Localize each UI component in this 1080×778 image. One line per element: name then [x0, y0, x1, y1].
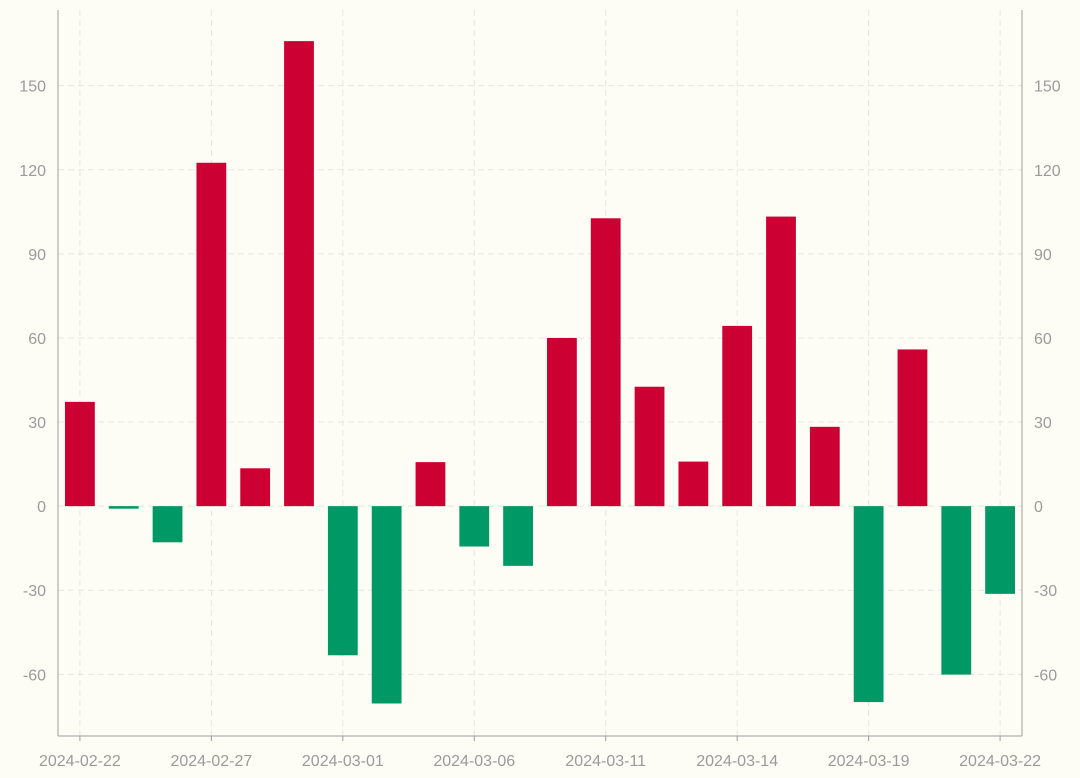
bar [766, 216, 796, 507]
tick-labels: -60 -60 -30 -30 0 0 30 30 60 60 90 90 120 120 150 150 20… [19, 79, 1061, 770]
bar [415, 462, 446, 507]
y-tick-label-left: 90 [28, 247, 46, 264]
bar [108, 506, 139, 509]
y-tick-label-right: -60 [1034, 667, 1057, 684]
bar [503, 506, 533, 566]
bars [65, 41, 1015, 704]
x-tick-label: 2024-03-19 [828, 753, 910, 770]
bar [722, 325, 753, 507]
bar [678, 461, 709, 507]
bar [809, 426, 840, 507]
y-tick-label-left: 120 [19, 163, 46, 180]
y-tick-label-right: -30 [1034, 583, 1057, 600]
bar [634, 386, 665, 507]
x-tick-label: 2024-03-06 [433, 753, 515, 770]
bar [152, 506, 183, 543]
x-tick-label: 2024-02-27 [170, 753, 252, 770]
bar [196, 162, 227, 507]
y-tick-label-right: 60 [1034, 331, 1052, 348]
bar [985, 506, 1015, 594]
x-tick-label: 2024-02-22 [39, 753, 121, 770]
x-tick-label: 2024-03-14 [696, 753, 778, 770]
bar [327, 506, 358, 656]
x-tick-label: 2024-03-11 [565, 753, 646, 770]
y-tick-label-left: 0 [37, 499, 46, 516]
bar [547, 337, 577, 507]
axes [57, 10, 1023, 741]
y-tick-label-right: 150 [1034, 79, 1061, 96]
bar [459, 506, 490, 547]
y-tick-label-right: 0 [1034, 499, 1043, 516]
bar [284, 41, 314, 507]
bar [65, 401, 95, 507]
y-tick-label-left: -30 [23, 583, 46, 600]
y-tick-label-left: 150 [19, 79, 46, 96]
bar [853, 506, 884, 703]
y-tick-label-right: 30 [1034, 415, 1052, 432]
y-tick-label-right: 120 [1034, 163, 1061, 180]
x-tick-label: 2024-03-01 [302, 753, 384, 770]
y-tick-label-left: 30 [28, 415, 46, 432]
bar [897, 349, 928, 507]
bar [240, 468, 271, 507]
bar [941, 506, 972, 675]
bar [590, 218, 621, 507]
y-tick-label-left: 60 [28, 331, 46, 348]
y-tick-label-left: -60 [23, 667, 46, 684]
y-tick-label-right: 90 [1034, 247, 1052, 264]
x-tick-label: 2024-03-22 [959, 753, 1041, 770]
bar [371, 506, 402, 704]
